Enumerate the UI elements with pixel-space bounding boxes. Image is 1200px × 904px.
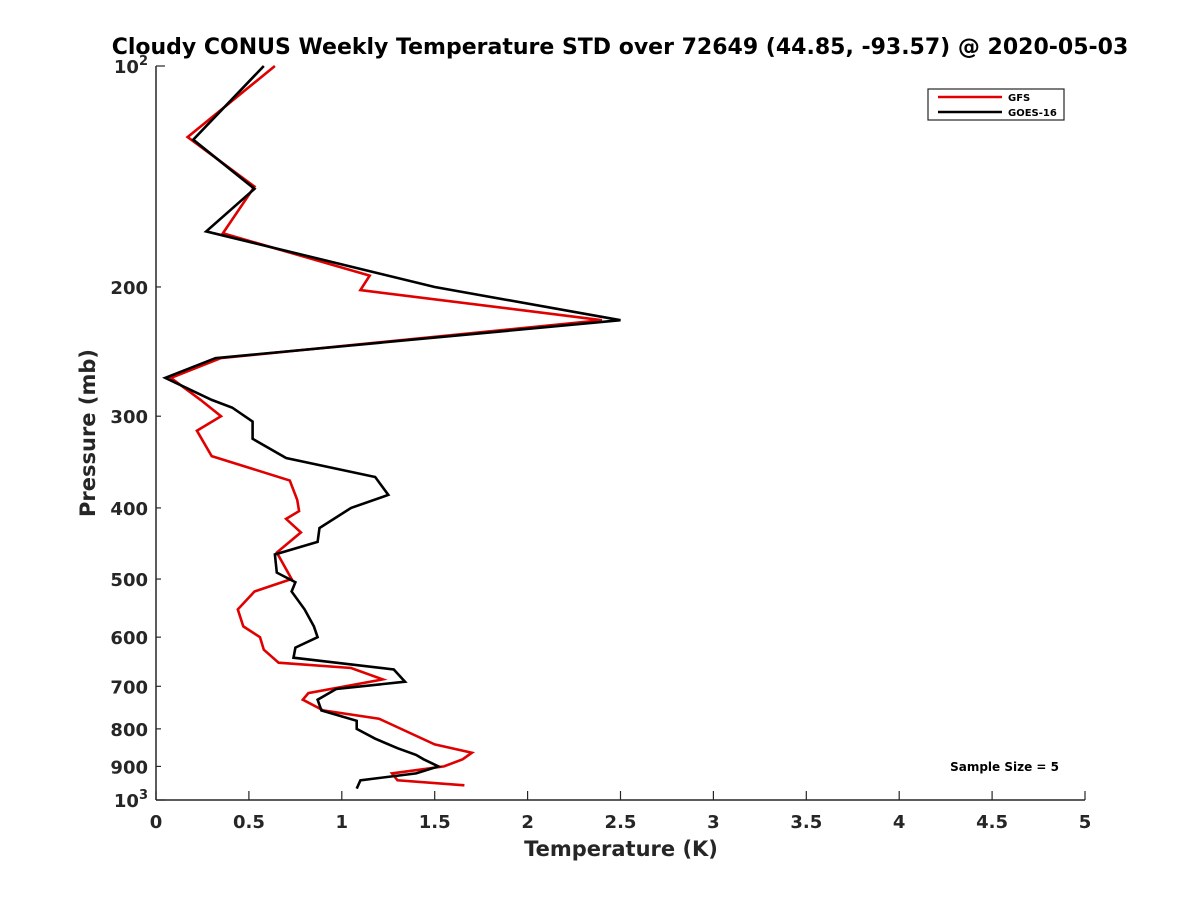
y-tick-label: 200 [110,278,148,299]
legend-label: GFS [1008,93,1030,104]
x-tick-label: 4 [893,812,906,833]
series-line-goes-16 [162,65,621,790]
x-tick-label: 3.5 [790,812,822,833]
y-tick-label: 600 [110,628,148,649]
y-tick-label: 103 [114,788,148,812]
x-tick-label: 0.5 [233,812,265,833]
y-tick-label: 700 [110,677,148,698]
x-axis-label: Temperature (K) [524,837,718,861]
legend: GFS GOES-16 [927,88,1065,121]
x-tick-label: 2.5 [605,812,637,833]
sample-size-annotation: Sample Size = 5 [950,760,1059,774]
x-tick-label: 0 [150,812,163,833]
x-tick-label: 3 [707,812,720,833]
y-tick-label: 500 [110,570,148,591]
y-tick-label: 900 [110,757,148,778]
x-tick-label: 5 [1079,812,1092,833]
x-tick-label: 4.5 [976,812,1008,833]
x-tick-label: 2 [521,812,534,833]
y-tick-label: 400 [110,499,148,520]
y-tick-label: 800 [110,720,148,741]
y-tick-label: 300 [110,407,148,428]
y-tick-label: 102 [114,54,148,78]
legend-label: GOES-16 [1008,108,1057,119]
chart-title: Cloudy CONUS Weekly Temperature STD over… [112,35,1129,60]
y-axis-label: Pressure (mb) [76,349,100,517]
legend-box [927,88,1065,121]
x-tick-label: 1.5 [419,812,451,833]
plot-area: 0 0.5 1 1.5 2 2.5 3 3.5 4 4.5 5 102 200 300 400 500 600 7… [110,54,1091,833]
x-tick-label: 1 [336,812,349,833]
